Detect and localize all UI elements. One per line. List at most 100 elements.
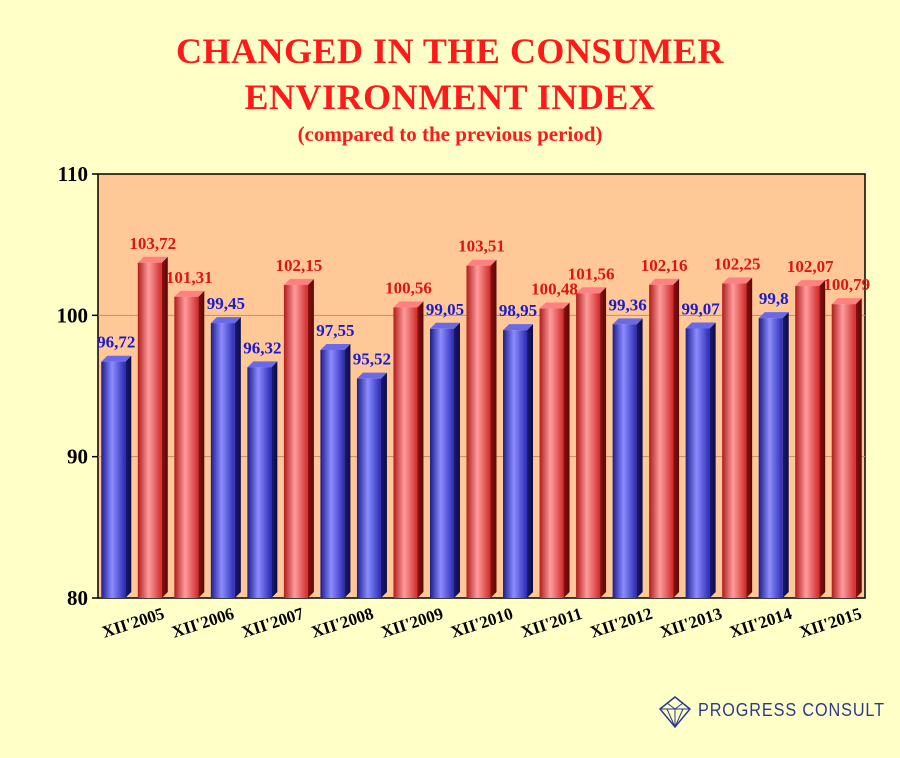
bar-top xyxy=(612,318,643,325)
bar-side xyxy=(600,287,607,598)
chart-title-line2: ENVIRONMENT INDEX xyxy=(244,77,656,117)
x-tick-label: XII'2006 xyxy=(169,604,236,642)
bar xyxy=(174,296,199,598)
bar xyxy=(539,308,564,598)
bar-side xyxy=(453,322,460,598)
bar-top xyxy=(137,256,168,263)
bar-top xyxy=(503,324,534,331)
bar-value-label: 99,05 xyxy=(426,300,464,319)
logo-text: PROGRESS CONSULT xyxy=(698,700,885,720)
bar-value-label: 99,8 xyxy=(759,289,789,308)
bar xyxy=(283,284,308,598)
bar xyxy=(503,330,528,598)
bar-top xyxy=(795,280,826,287)
bar-top xyxy=(576,287,607,294)
bar-top xyxy=(247,361,278,368)
bar-value-label: 102,15 xyxy=(276,256,323,275)
bar-side xyxy=(198,290,205,598)
x-tick-label: XII'2012 xyxy=(588,604,655,642)
bar-top xyxy=(539,302,570,309)
bar-side xyxy=(234,317,241,598)
bar xyxy=(101,361,126,598)
bar-side xyxy=(673,278,680,598)
x-tick-label: XII'2014 xyxy=(727,604,794,642)
bar-value-label: 102,25 xyxy=(714,255,761,274)
bar-side xyxy=(125,355,132,598)
bar xyxy=(393,307,418,598)
y-tick-label: 80 xyxy=(67,586,88,610)
diamond-logo-icon xyxy=(658,696,692,729)
bar xyxy=(466,265,491,598)
bar-top xyxy=(393,301,424,308)
bar-top xyxy=(685,322,716,329)
bar xyxy=(356,378,381,598)
bar-value-label: 101,31 xyxy=(166,268,213,287)
bar-value-label: 99,36 xyxy=(608,295,646,314)
bar xyxy=(210,323,235,598)
bar-top xyxy=(429,322,460,329)
x-tick-label: XII'2010 xyxy=(448,604,515,642)
bar-top xyxy=(356,372,387,379)
bar-value-label: 99,45 xyxy=(207,294,245,313)
bar xyxy=(685,328,710,598)
bar xyxy=(247,367,272,598)
bar-value-label: 102,16 xyxy=(641,256,688,275)
bar-side xyxy=(417,301,424,598)
bar-value-label: 98,95 xyxy=(499,301,537,320)
x-tick-label: XII'2008 xyxy=(309,604,376,642)
y-tick-label: 90 xyxy=(67,445,88,469)
bar xyxy=(758,318,783,598)
bar xyxy=(576,293,601,598)
bar xyxy=(137,262,162,598)
bar xyxy=(320,349,345,598)
bar-value-label: 100,79 xyxy=(823,275,870,294)
bar xyxy=(649,284,674,598)
bar-side xyxy=(782,312,789,598)
y-tick-label: 110 xyxy=(58,162,88,186)
bar xyxy=(722,283,747,598)
x-tick-label: XII'2015 xyxy=(797,604,864,642)
bar xyxy=(795,286,820,598)
bar-value-label: 99,07 xyxy=(682,299,721,318)
bar xyxy=(429,328,454,598)
x-tick-label: XII'2009 xyxy=(379,604,446,642)
chart-subtitle: (compared to the previous period) xyxy=(297,122,603,146)
bar-value-label: 102,07 xyxy=(787,257,834,276)
x-tick-label: XII'2007 xyxy=(239,604,306,642)
bar-top xyxy=(283,278,314,285)
y-tick-label: 100 xyxy=(57,303,89,327)
bar-value-label: 103,51 xyxy=(458,237,505,256)
bar-top xyxy=(649,278,680,285)
bar-side xyxy=(819,280,826,598)
bar-top xyxy=(831,298,862,305)
bar-side xyxy=(490,259,497,598)
bar-side xyxy=(636,318,643,598)
bar xyxy=(612,324,637,598)
bar-side xyxy=(271,361,278,598)
progress-consult-logo: PROGRESS CONSULT xyxy=(658,692,884,732)
bar-value-label: 100,56 xyxy=(385,278,432,297)
bar-side xyxy=(161,256,168,598)
bar-value-label: 95,52 xyxy=(353,350,391,369)
bar-side xyxy=(307,278,314,598)
bar-side xyxy=(380,372,387,598)
x-tick-label: XII'2013 xyxy=(658,604,725,642)
bar-top xyxy=(174,290,205,297)
x-tick-label: XII'2011 xyxy=(518,604,584,642)
bar-value-label: 103,72 xyxy=(129,234,176,253)
bar xyxy=(831,304,856,598)
bar-value-label: 101,56 xyxy=(568,264,615,283)
bar-side xyxy=(344,343,351,598)
bar-top xyxy=(758,312,789,319)
bar-value-label: 100,48 xyxy=(531,280,578,299)
bar-side xyxy=(855,298,862,598)
bar-side xyxy=(563,302,570,598)
bar-top xyxy=(466,259,497,266)
bar-side xyxy=(746,277,753,598)
chart-title-line1: CHANGED IN THE CONSUMER xyxy=(176,31,724,71)
bar-top xyxy=(210,317,241,324)
bar-top xyxy=(320,343,351,350)
bar-side xyxy=(709,322,716,598)
x-tick-label: XII'2005 xyxy=(100,604,167,642)
bar-value-label: 96,32 xyxy=(243,338,281,357)
